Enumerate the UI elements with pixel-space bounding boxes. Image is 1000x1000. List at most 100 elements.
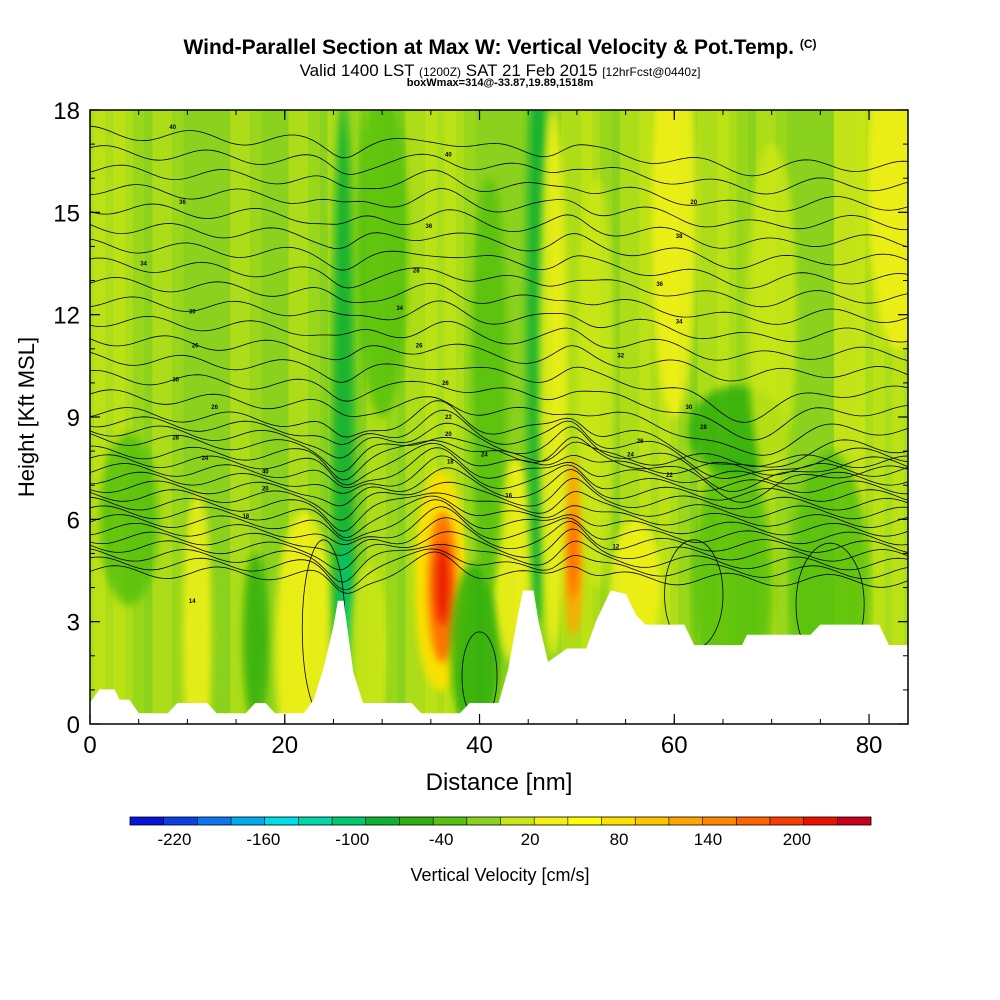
colorbar-swatch [433, 817, 467, 825]
colorbar-swatch [365, 817, 400, 825]
y-tick-label: 12 [53, 303, 80, 330]
theta-contour-label: 16 [505, 493, 512, 499]
x-tick-label: 80 [856, 732, 883, 759]
theta-contour [90, 145, 908, 195]
y-tick-label: 0 [67, 712, 80, 739]
x-tick-label: 20 [271, 732, 298, 759]
velocity-cell-core [356, 110, 408, 417]
theta-contour-label: 28 [700, 425, 707, 431]
velocity-cell-core [435, 543, 450, 626]
theta-contour-label: 28 [172, 435, 179, 441]
colorbar-swatch [736, 817, 770, 825]
theta-contour-label: 26 [211, 405, 218, 411]
title-tag: (C) [799, 37, 817, 51]
velocity-cell-core [275, 512, 334, 724]
theta-contour-label: 30 [172, 377, 179, 383]
velocity-cell-core [99, 434, 159, 605]
colorbar-swatch [803, 817, 838, 825]
theta-contour [90, 184, 908, 231]
theta-contour [90, 409, 908, 479]
x-axis-label: Distance [nm] [426, 769, 573, 796]
theta-contour [90, 422, 908, 492]
theta-contour [90, 400, 908, 468]
theta-contour [90, 528, 908, 571]
theta-contour-label: 36 [179, 200, 186, 206]
velocity-cell-core [538, 110, 567, 656]
theta-contour-label: 34 [396, 306, 403, 312]
theta-contour [90, 238, 908, 289]
theta-contour [90, 517, 908, 556]
chart-subtitle: Valid 1400 LST (1200Z) SAT 21 Feb 2015 [… [0, 61, 1000, 81]
theta-contour [90, 315, 908, 361]
theta-contour-label: 26 [416, 343, 423, 349]
colorbar: -220 -160 -100 -40 20 80 140 200 [129, 816, 872, 849]
theta-contour-label: 12 [613, 545, 620, 551]
colorbar-swatch [500, 817, 535, 825]
theta-contour [90, 447, 908, 489]
theta-contour-label: 18 [447, 459, 454, 465]
contour-labels: 40 36 34 30 26 30 26 28 24 40 20 18 14 40 36 28 34 26 26 22… [140, 125, 707, 605]
colorbar-swatch [534, 817, 568, 825]
theta-contour-label: 26 [442, 381, 449, 387]
colorbar-tick-label: -160 [246, 830, 280, 849]
x-tick-label: 40 [466, 732, 493, 759]
theta-contour-label: 30 [189, 309, 196, 315]
velocity-cell-core [331, 110, 355, 724]
theta-contour-label: 14 [189, 599, 196, 605]
theta-contour-label: 26 [192, 343, 199, 349]
theta-contour-label: 34 [140, 262, 147, 268]
theta-contour-label: 38 [676, 234, 683, 240]
colorbar-swatch [231, 817, 265, 825]
x-tick-label: 0 [83, 732, 96, 759]
theta-contour [90, 548, 908, 591]
theta-contour [90, 478, 908, 521]
theta-contour-label: 28 [413, 268, 420, 274]
theta-contour-label: 24 [627, 453, 634, 459]
theta-contour-label: 24 [202, 456, 209, 462]
box-wmax-info: boxWmax=314@-33.87,19.89,1518m [406, 77, 594, 89]
y-tick-label: 18 [53, 98, 80, 125]
theta-contour [90, 223, 908, 270]
theta-contour-label: 32 [617, 354, 624, 360]
theta-contour [90, 506, 908, 546]
theta-contour [90, 335, 908, 382]
y-tick-label: 9 [67, 405, 80, 432]
colorbar-swatch [264, 817, 299, 825]
colorbar-swatch [197, 817, 232, 825]
theta-contour-label: 20 [690, 200, 697, 206]
forecast-info: [12hrFcst@0440z] [602, 65, 701, 79]
theta-contour [90, 257, 908, 308]
theta-contour [90, 125, 908, 177]
theta-contour-label: 36 [426, 224, 433, 230]
utc-time: (1200Z) [419, 65, 462, 79]
terrain [90, 590, 908, 724]
theta-contour-label: 40 [445, 152, 452, 158]
theta-contour [90, 203, 908, 249]
theta-contour-label: 34 [676, 319, 683, 325]
theta-contour [90, 277, 908, 325]
theta-contour-label: 18 [242, 514, 249, 520]
colorbar-tick-label: 20 [521, 830, 540, 849]
colorbar-tick-label: -100 [335, 830, 369, 849]
valid-time: Valid 1400 LST [299, 61, 415, 80]
theta-contour [90, 442, 908, 486]
x-tick-label: 60 [661, 732, 688, 759]
velocity-cell-core [869, 110, 908, 349]
theta-contour-label: 24 [481, 453, 488, 459]
valid-date: SAT 21 Feb 2015 [465, 61, 598, 80]
theta-contour-label: 22 [445, 415, 452, 421]
colorbar-tick-label: 80 [610, 830, 629, 849]
theta-contour [90, 433, 908, 503]
velocity-cell-core [350, 563, 386, 724]
theta-contour-label: 40 [169, 125, 176, 131]
velocity-cell-core [243, 553, 268, 724]
colorbar-swatch [601, 817, 636, 825]
colorbar-swatch [567, 817, 602, 825]
y-tick-label: 6 [67, 507, 80, 534]
vertical-velocity-field [90, 110, 908, 724]
theta-contour [90, 351, 908, 423]
theta-contour-label: 40 [262, 470, 269, 476]
theta-contour [90, 369, 908, 441]
potential-temperature-contours [90, 125, 908, 721]
